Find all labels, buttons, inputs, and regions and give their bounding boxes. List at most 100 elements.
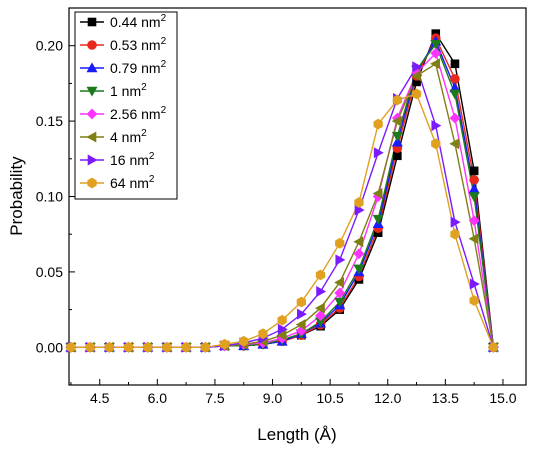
data-point [277,323,288,335]
legend-label: 1 nm2 [110,82,147,99]
data-point [181,341,191,353]
legend-marker [86,62,98,73]
data-point [353,264,365,275]
data-point [469,278,480,290]
legend-label-text: 16 nm [110,152,149,168]
data-point [276,329,287,341]
data-point [410,70,421,82]
data-point [392,94,402,106]
legend-label-text: 0.79 nm [110,60,161,76]
data-point [200,341,210,353]
legend-item: 4 nm2 [80,128,147,145]
legend-label-superscript: 2 [149,151,155,162]
legend-label-text: 0.44 nm [110,14,161,30]
legend-label: 0.44 nm2 [110,13,167,30]
data-point [258,328,268,340]
data-point [297,308,307,320]
data-point [372,187,383,199]
data-point [314,302,325,314]
legend-marker [87,40,97,50]
data-point [450,228,460,240]
data-point [468,233,479,245]
legend-item: 0.53 nm2 [80,36,167,53]
legend-marker [86,108,98,120]
legend-item: 1 nm2 [80,82,147,99]
legend-label: 4 nm2 [110,128,147,145]
data-point [450,74,460,84]
data-point [468,192,480,203]
data-point [354,197,364,208]
data-point [430,39,442,50]
legend-label-text: 4 nm [110,129,141,145]
data-point [469,295,479,306]
legend-marker [87,177,97,189]
x-tick-label: 9.0 [263,390,283,406]
legend-item: 2.56 nm2 [80,105,167,122]
data-point [104,341,114,353]
y-axis-ticks: 0.00 0.05 0.10 0.15 0.20 [36,7,75,386]
x-tick-label: 7.5 [205,390,225,406]
legend-item: 16 nm2 [80,151,155,168]
x-tick-label: 12.0 [374,390,401,406]
data-point [488,341,498,353]
legend-label: 0.53 nm2 [110,36,167,53]
y-tick-label: 0.00 [36,339,63,355]
legend-label-superscript: 2 [161,105,167,116]
legend-label-text: 2.56 nm [110,106,161,122]
series-markers [65,29,499,353]
y-tick-label: 0.15 [36,113,63,129]
legend-marker [87,17,97,27]
legend-marker [86,86,98,97]
data-point [334,276,345,288]
legend-item: 0.79 nm2 [80,59,167,76]
data-point [123,341,134,353]
x-tick-label: 4.5 [90,390,110,406]
data-point [372,214,384,225]
data-point [391,115,402,127]
legend-label: 0.79 nm2 [110,59,167,76]
legend-marker [86,131,97,143]
legend-label: 2.56 nm2 [110,105,167,122]
x-tick-label: 13.5 [432,390,459,406]
data-point [335,237,345,249]
data-point [450,216,461,228]
data-point [316,285,327,298]
data-point [431,138,441,150]
data-point [430,47,442,59]
data-point [431,120,442,132]
data-point [277,314,287,326]
x-tick-label: 10.5 [317,390,344,406]
data-point [449,89,461,100]
data-point [219,338,230,350]
data-point [85,341,95,353]
y-tick-label: 0.10 [36,189,63,205]
x-axis-ticks: 4.5 6.0 7.5 9.0 10.5 12.0 13.5 15.0 [70,379,517,406]
x-axis-title: Length (Å) [257,425,336,444]
data-point [373,118,383,130]
legend-label-superscript: 2 [161,13,167,24]
legend-label-text: 1 nm [110,83,141,99]
data-point [143,341,153,353]
legend-label-superscript: 2 [161,59,167,70]
data-point [315,269,326,281]
data-point [469,175,479,185]
data-point [353,236,364,248]
data-point [449,138,460,150]
legend-item: 0.44 nm2 [80,13,167,30]
legend-label-superscript: 2 [149,174,155,185]
data-point [315,310,326,322]
legend-label-text: 0.53 nm [110,37,161,53]
legend-label-text: 64 nm [110,175,149,191]
data-point [296,296,306,308]
data-point [450,59,460,69]
legend-label-superscript: 2 [161,36,167,47]
x-tick-label: 6.0 [148,390,168,406]
data-point [411,88,422,100]
data-point [295,319,306,331]
legend-marker [87,154,98,166]
y-tick-label: 0.20 [36,38,63,54]
series-points-64-nm [66,88,498,353]
data-point [468,215,480,227]
